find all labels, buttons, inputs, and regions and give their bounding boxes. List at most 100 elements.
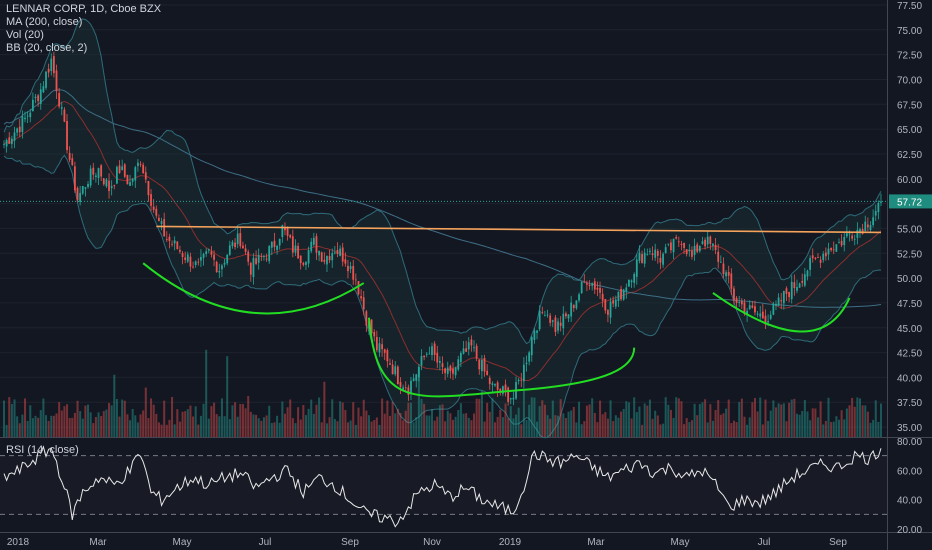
candle-body — [349, 266, 352, 269]
candle-body — [147, 180, 150, 196]
candle-body — [39, 89, 42, 104]
volume-bar — [509, 406, 512, 437]
volume-bar — [683, 424, 686, 437]
volume-bar — [210, 406, 213, 437]
volume-bar — [126, 414, 129, 437]
rsi-legend[interactable]: RSI (14, close) — [6, 444, 79, 456]
candle-body — [880, 201, 882, 203]
volume-bar — [449, 413, 452, 437]
candle-body — [249, 262, 252, 275]
candle-body — [81, 185, 84, 194]
volume-bar — [512, 418, 515, 437]
volume-bar — [262, 417, 265, 437]
candle-body — [607, 310, 609, 315]
candle-body — [743, 302, 746, 314]
volume-bar — [596, 422, 599, 437]
candle-body — [415, 374, 418, 381]
volume-bar — [367, 415, 371, 437]
candle-body — [239, 233, 242, 247]
volume-bar — [706, 422, 709, 437]
volume-bar — [102, 411, 105, 437]
volume-bar — [877, 421, 880, 437]
candle-body — [378, 343, 381, 353]
volume-bar — [173, 424, 176, 437]
candle-body — [751, 305, 754, 308]
volume-bar — [394, 413, 397, 437]
candle-body — [491, 383, 494, 385]
legend-ma[interactable]: MA (200, close) — [6, 16, 83, 28]
volume-bar — [662, 423, 665, 437]
volume-bar — [730, 423, 733, 437]
candle-body — [522, 364, 525, 382]
candle-body — [659, 257, 662, 263]
candle-body — [730, 273, 733, 289]
volume-bar — [488, 411, 491, 437]
candle-body — [168, 236, 171, 241]
candle-body — [45, 71, 47, 88]
candle-body — [683, 242, 685, 248]
candle-body — [604, 299, 607, 311]
volume-bar — [184, 411, 187, 437]
volume-bar — [357, 407, 360, 437]
candle-body — [759, 313, 762, 317]
legend-symbol[interactable]: LENNAR CORP, 1D, Cboe BZX — [6, 3, 162, 15]
candle-body — [775, 303, 777, 306]
volume-bar — [444, 421, 447, 437]
volume-bar — [659, 424, 662, 437]
candle-body — [748, 305, 751, 310]
volume-bar — [746, 424, 749, 437]
candle-body — [270, 241, 273, 248]
price-tick-label: 42.50 — [897, 349, 922, 360]
volume-bar — [848, 405, 851, 437]
candle-body — [155, 208, 158, 216]
candle-body — [496, 382, 499, 390]
candle-body — [394, 366, 397, 375]
candle-body — [578, 294, 580, 301]
candle-body — [822, 253, 825, 261]
legend-vol[interactable]: Vol (20) — [6, 29, 44, 41]
candle-body — [84, 187, 87, 189]
volume-bar — [483, 421, 486, 437]
volume-bar — [620, 411, 623, 437]
volume-bar — [517, 407, 520, 437]
time-tick-label: Jul — [758, 537, 771, 548]
volume-bar — [520, 424, 523, 437]
candle-body — [312, 237, 315, 245]
candle-body — [499, 388, 502, 392]
volume-bar — [604, 412, 607, 437]
candle-body — [767, 321, 769, 323]
candle-body — [344, 259, 347, 264]
candle-body — [383, 349, 386, 353]
volume-bar — [294, 423, 297, 437]
candle-body — [746, 310, 748, 315]
volume-bar — [110, 405, 113, 437]
candle-body — [21, 116, 24, 133]
volume-bar — [205, 349, 208, 437]
volume-bar — [336, 421, 339, 437]
volume-bar — [412, 422, 415, 437]
volume-bar — [811, 408, 814, 437]
volume-bar — [168, 419, 171, 437]
candle-body — [163, 219, 166, 237]
volume-bar — [698, 404, 701, 437]
volume-bar — [139, 414, 142, 437]
volume-bar — [386, 400, 389, 437]
candle-body — [252, 257, 255, 277]
candle-body — [423, 355, 426, 358]
volume-bar — [790, 399, 793, 437]
volume-bar — [780, 404, 783, 437]
volume-bar — [614, 415, 617, 437]
volume-bar — [830, 421, 833, 437]
candle-body — [864, 221, 867, 232]
volume-bar — [764, 399, 767, 437]
candle-body — [630, 280, 633, 283]
volume-bar — [554, 415, 557, 437]
volume-bar — [751, 402, 754, 437]
volume-bar — [861, 405, 864, 437]
candle-body — [184, 257, 187, 260]
candle-body — [507, 387, 510, 402]
candle-body — [709, 236, 712, 244]
legend-bb[interactable]: BB (20, close, 2) — [6, 42, 88, 54]
candle-body — [95, 175, 97, 177]
